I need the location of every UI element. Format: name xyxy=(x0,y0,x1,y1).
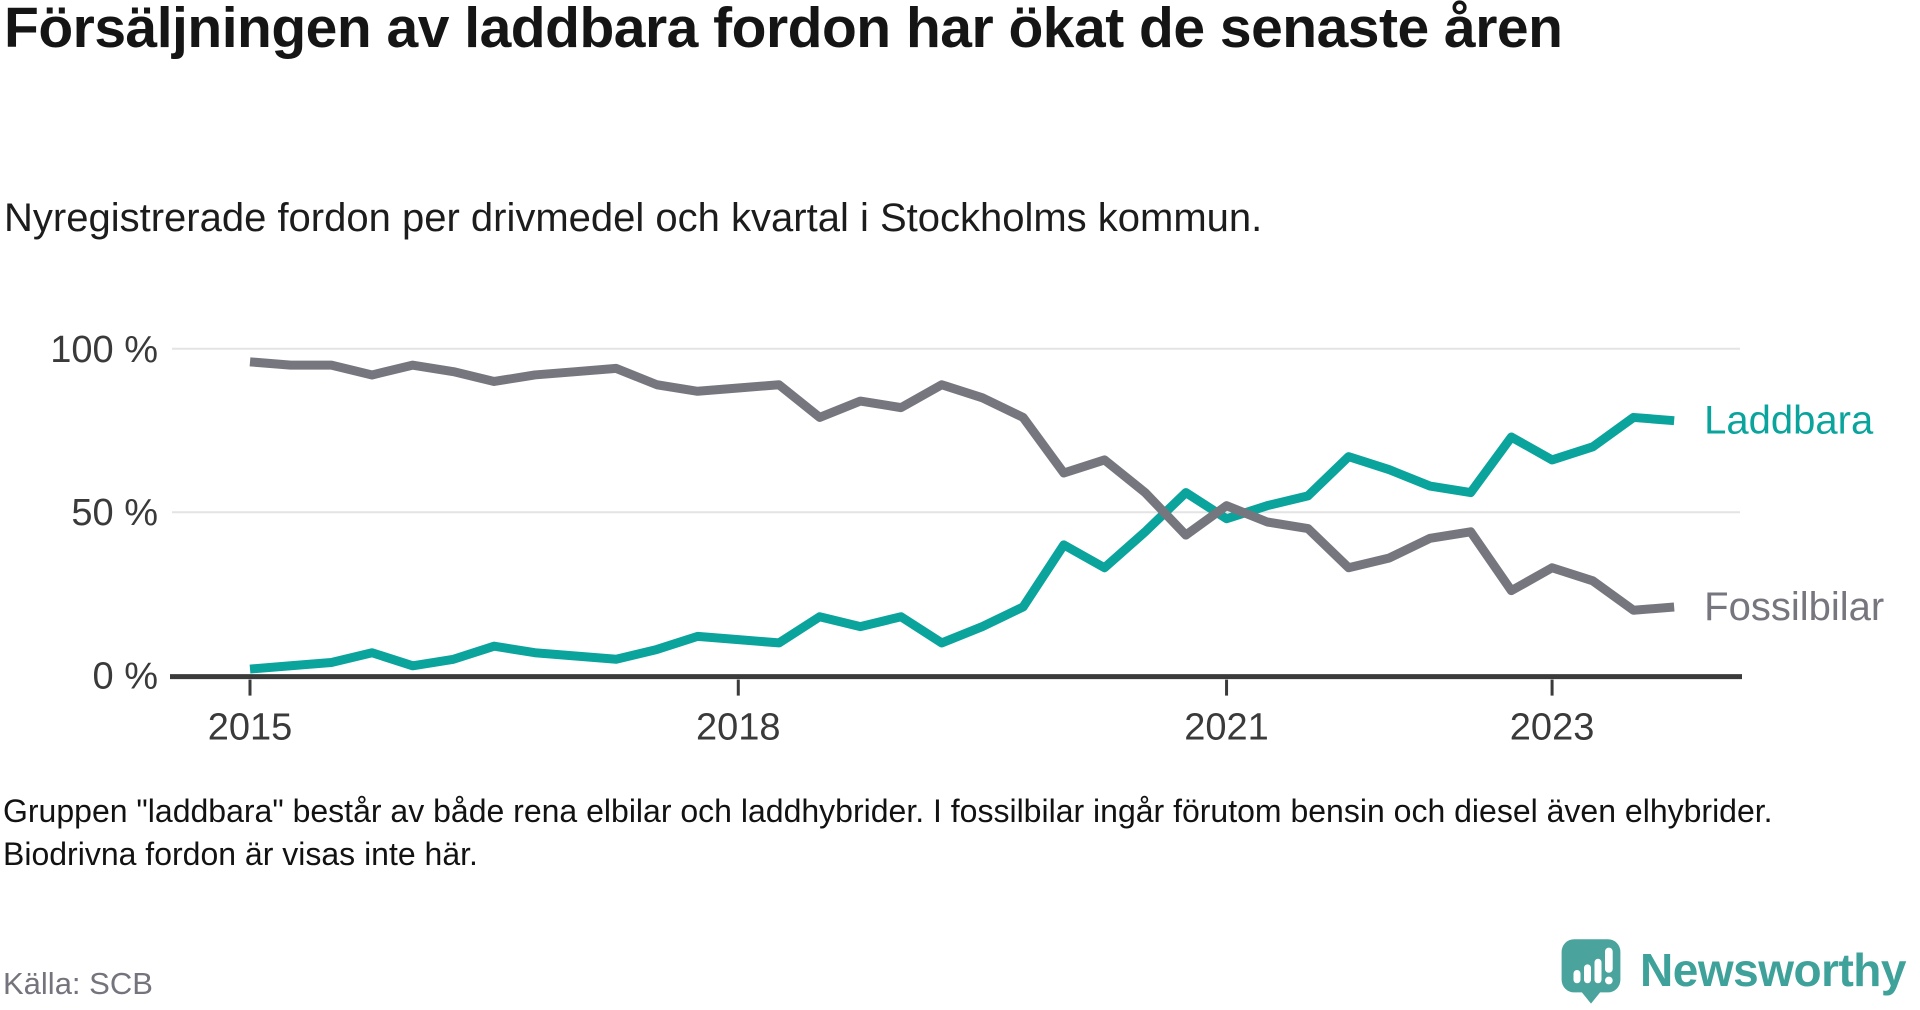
bar-icon-2 xyxy=(1584,964,1592,984)
x-tick-label: 2015 xyxy=(208,707,293,749)
source-label: Källa: SCB xyxy=(3,966,153,1001)
y-tick-label: 50 % xyxy=(71,492,158,534)
bar-icon-3 xyxy=(1594,958,1602,984)
y-tick-label: 0 % xyxy=(93,656,158,698)
series-line-fossilbilar xyxy=(249,357,1675,615)
newsworthy-logo-icon xyxy=(1561,939,1621,1004)
chart-footnote: Gruppen "laddbara" består av både rena e… xyxy=(3,793,1773,873)
x-tick-label: 2023 xyxy=(1510,707,1595,749)
series-label-laddbara: Laddbara xyxy=(1704,399,1874,443)
x-tick-label: 2021 xyxy=(1184,707,1269,749)
chart-subtitle: Nyregistrerade fordon per drivmedel och … xyxy=(4,196,1263,240)
series-line-laddbara xyxy=(249,412,1675,674)
line-chart-plot: 2015 2018 2021 2023 100 % 50 % 0 % Laddbara Foss… xyxy=(50,329,1884,749)
chart-title: Försäljningen av laddbara fordon har öka… xyxy=(4,0,1563,60)
newsworthy-logo-text: Newsworthy xyxy=(1640,944,1906,996)
exclamation-bar-icon xyxy=(1605,947,1613,973)
x-tick-label: 2018 xyxy=(696,707,781,749)
bar-icon-1 xyxy=(1573,970,1581,984)
y-tick-label: 100 % xyxy=(50,329,158,371)
newsworthy-logo: Newsworthy xyxy=(1556,934,1906,1006)
exclamation-dot-icon xyxy=(1605,976,1613,985)
series-label-fossilbilar: Fossilbilar xyxy=(1704,585,1884,629)
